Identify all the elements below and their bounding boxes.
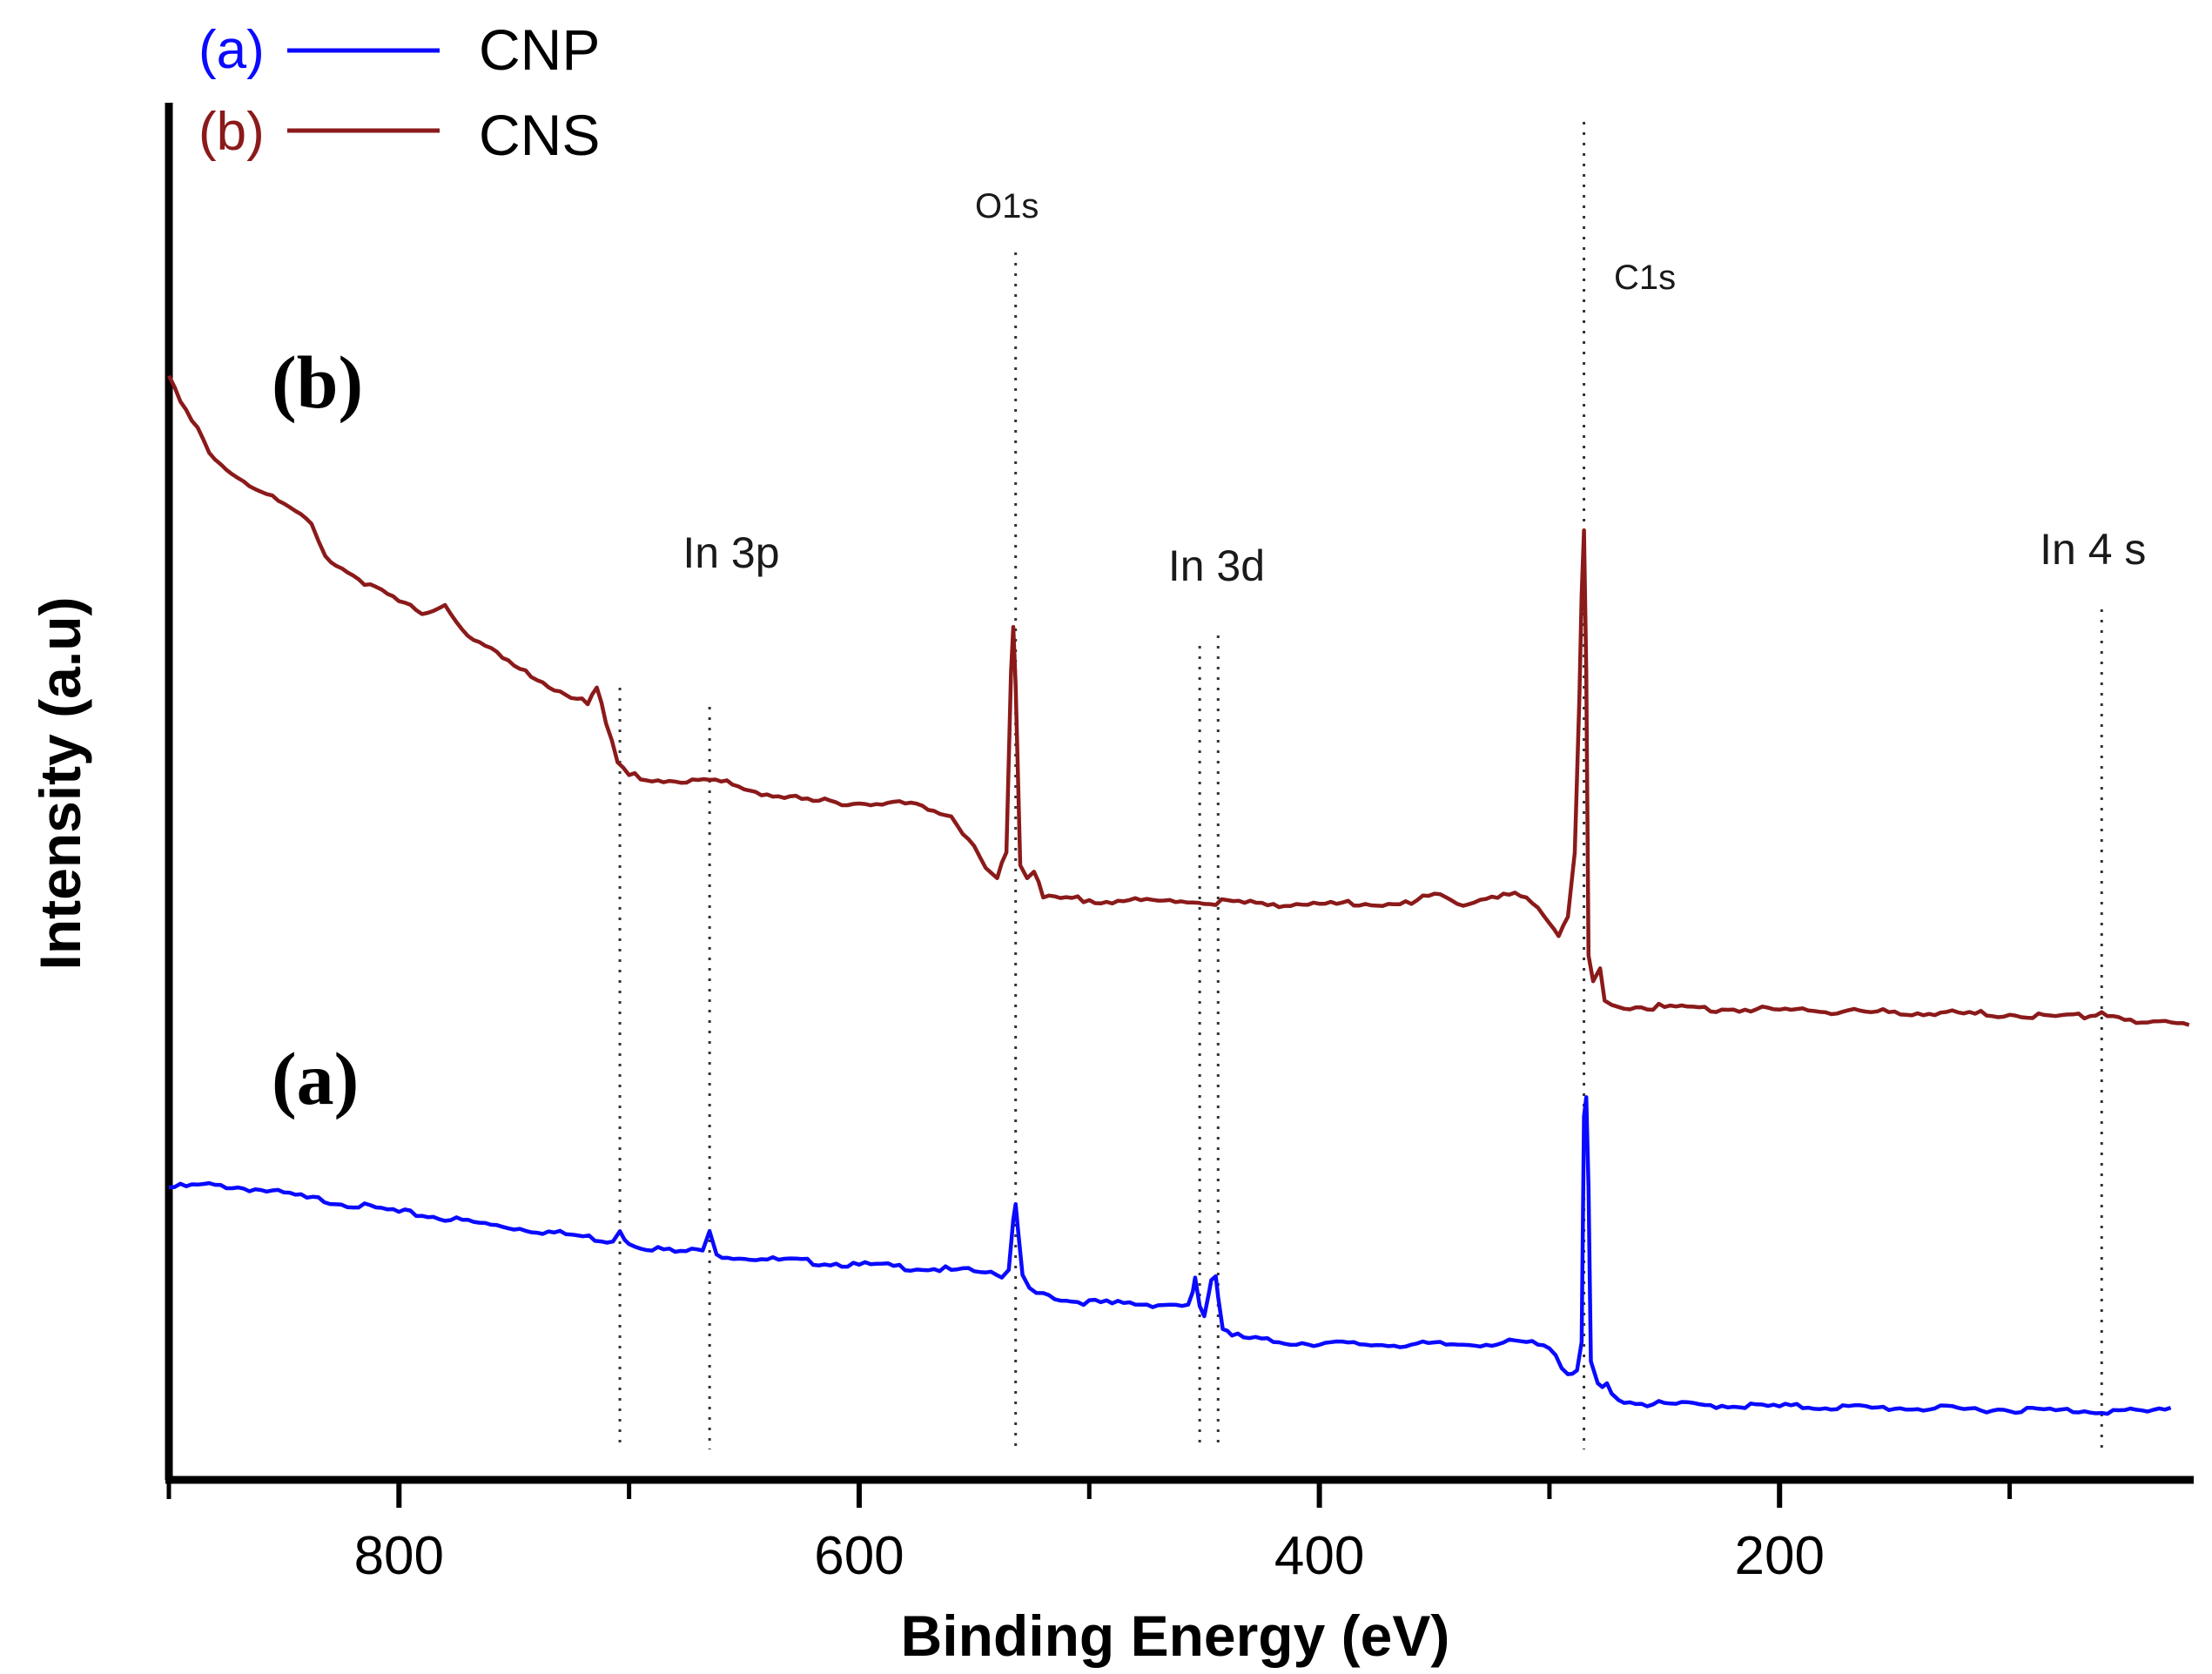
x-tick-label: 200 [1735,1526,1825,1586]
data-series [166,374,2190,1416]
x-ticks: 800 600 400 200 [166,1480,2013,1586]
peak-label: In 3p [682,528,779,577]
peak-label: In 4 s [2040,525,2146,574]
peak-label: C1s [1614,259,1676,297]
x-tick-label: 400 [1274,1526,1364,1586]
peak-labels: O1s C1s In 3p In 3d In 4 s [682,187,2146,590]
series-line-cnp [168,1095,2172,1416]
series-line-cns [166,374,2190,1027]
peak-label: In 3d [1168,541,1265,590]
legend-label-cnp: CNP [479,17,600,82]
x-tick-label: 800 [354,1526,444,1586]
x-axis-title: Binding Energy (eV) [901,1603,1450,1668]
legend-tag-b: (b) [198,102,265,162]
y-axis-title: Intensity (a.u) [28,596,92,970]
legend-label-cns: CNS [479,103,600,167]
peak-label: O1s [975,187,1039,225]
legend-tag-a: (a) [198,20,265,80]
reference-lines [618,122,2103,1449]
curve-label-b: (b) [272,340,363,424]
curve-label-a: (a) [272,1037,359,1120]
x-tick-label: 600 [814,1526,904,1586]
legend: (a) CNP (b) CNS [198,17,600,167]
